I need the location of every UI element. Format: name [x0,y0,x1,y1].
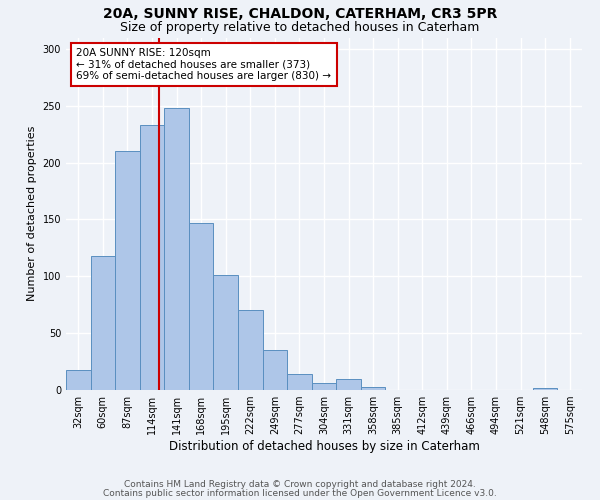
Bar [287,374,312,390]
Text: Contains public sector information licensed under the Open Government Licence v3: Contains public sector information licen… [103,488,497,498]
Bar [238,310,263,390]
Bar [214,275,238,390]
Bar [533,388,557,390]
Bar [312,383,336,390]
Text: 20A, SUNNY RISE, CHALDON, CATERHAM, CR3 5PR: 20A, SUNNY RISE, CHALDON, CATERHAM, CR3 … [103,8,497,22]
Text: Size of property relative to detached houses in Caterham: Size of property relative to detached ho… [121,21,479,34]
Bar [189,223,214,390]
Bar [140,125,164,390]
Bar [66,370,91,390]
Bar [263,350,287,390]
Bar [91,256,115,390]
Y-axis label: Number of detached properties: Number of detached properties [27,126,37,302]
Bar [361,386,385,390]
Bar [115,151,140,390]
Text: 20A SUNNY RISE: 120sqm
← 31% of detached houses are smaller (373)
69% of semi-de: 20A SUNNY RISE: 120sqm ← 31% of detached… [76,48,331,82]
Bar [164,108,189,390]
Bar [336,378,361,390]
X-axis label: Distribution of detached houses by size in Caterham: Distribution of detached houses by size … [169,440,479,453]
Text: Contains HM Land Registry data © Crown copyright and database right 2024.: Contains HM Land Registry data © Crown c… [124,480,476,489]
